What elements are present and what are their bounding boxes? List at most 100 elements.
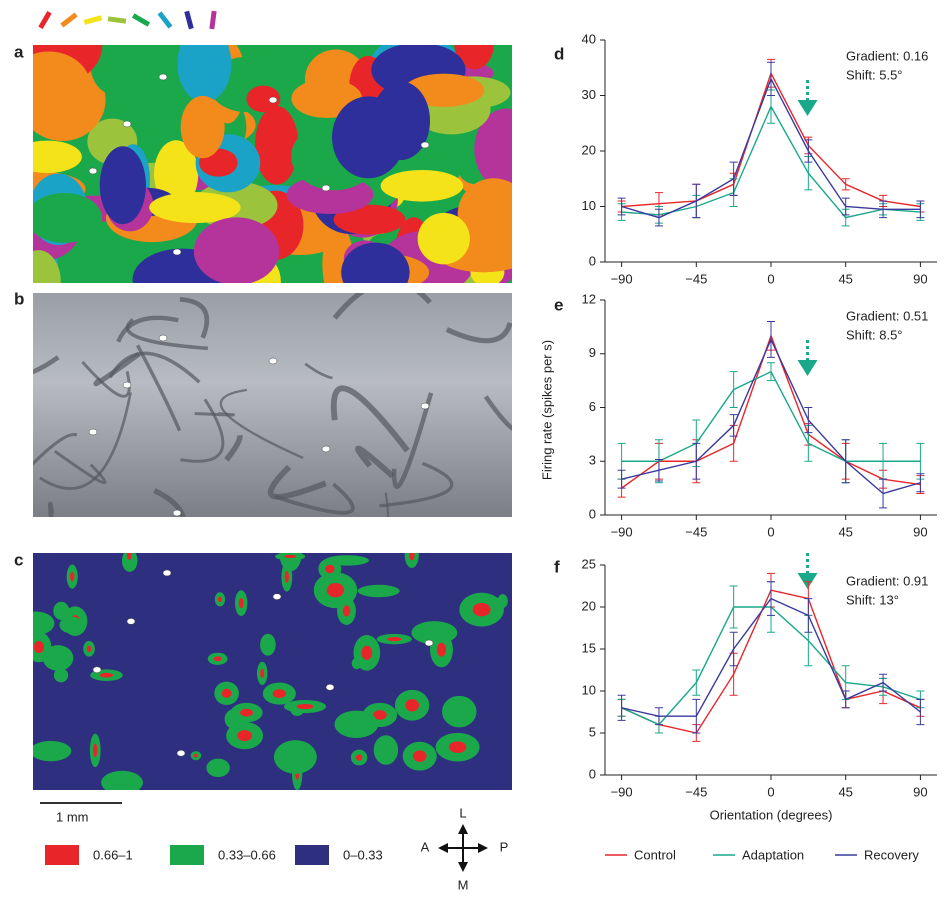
map-patch bbox=[498, 594, 508, 608]
shift-arrow-head bbox=[798, 100, 818, 116]
recording-site bbox=[326, 684, 334, 690]
map-patch bbox=[260, 634, 276, 656]
x-tick-label: 90 bbox=[913, 271, 927, 286]
map-patch bbox=[297, 704, 314, 709]
map-patch bbox=[343, 605, 351, 616]
map-patch bbox=[70, 572, 74, 582]
orientation-key bbox=[108, 19, 126, 21]
error-bar bbox=[692, 670, 700, 695]
map-patch bbox=[100, 673, 113, 678]
error-bar bbox=[730, 372, 738, 408]
map-patch bbox=[239, 598, 244, 608]
map-patch bbox=[327, 583, 344, 597]
y-tick-label: 20 bbox=[582, 142, 596, 157]
panel-label: d bbox=[554, 44, 564, 63]
y-tick-label: 0 bbox=[589, 506, 596, 521]
orientation-key bbox=[62, 15, 76, 26]
x-tick-label: 0 bbox=[767, 784, 774, 799]
compass-label: A bbox=[421, 839, 430, 854]
map-patch bbox=[218, 597, 222, 603]
map-patch bbox=[127, 549, 132, 560]
y-tick-label: 25 bbox=[582, 556, 596, 571]
map-patch bbox=[372, 81, 430, 159]
compass-label: P bbox=[500, 839, 509, 854]
panel-label: c bbox=[14, 550, 23, 569]
orientation-key bbox=[212, 11, 214, 29]
map-patch bbox=[255, 106, 299, 185]
orientation-key bbox=[187, 11, 192, 28]
recording-site bbox=[421, 403, 429, 409]
panel-label: b bbox=[14, 289, 24, 308]
map-patch bbox=[34, 641, 44, 653]
recording-site bbox=[177, 750, 185, 756]
x-tick-label: −45 bbox=[685, 524, 707, 539]
map-patch bbox=[206, 759, 229, 777]
selectivity-map bbox=[17, 536, 512, 794]
y-tick-label: 15 bbox=[582, 640, 596, 655]
y-tick-label: 6 bbox=[589, 399, 596, 414]
map-patch bbox=[53, 602, 69, 620]
recording-site bbox=[425, 640, 433, 646]
orientation-key bbox=[41, 12, 50, 28]
map-patch bbox=[27, 193, 102, 243]
map-patch bbox=[334, 711, 378, 738]
recording-site bbox=[159, 335, 167, 341]
map-patch bbox=[194, 754, 198, 758]
annotation: Shift: 13° bbox=[846, 592, 899, 607]
y-tick-label: 5 bbox=[589, 724, 596, 739]
recording-site bbox=[173, 510, 181, 516]
x-tick-label: −45 bbox=[685, 784, 707, 799]
recording-site bbox=[163, 570, 171, 576]
recording-site bbox=[159, 74, 167, 80]
map-patch bbox=[93, 744, 97, 757]
recording-site bbox=[322, 446, 330, 452]
y-tick-label: 30 bbox=[582, 87, 596, 102]
map-patch bbox=[356, 754, 363, 760]
compass-label: M bbox=[458, 877, 469, 892]
vessel-image bbox=[0, 282, 523, 592]
recording-site bbox=[269, 97, 277, 103]
map-patch bbox=[273, 689, 286, 698]
annotation: Gradient: 0.51 bbox=[846, 308, 928, 323]
compass-label: L bbox=[459, 805, 466, 820]
map-patch bbox=[361, 646, 372, 660]
map-patch bbox=[214, 656, 222, 661]
y-tick-label: 0 bbox=[589, 766, 596, 781]
map-patch bbox=[352, 658, 362, 669]
orientation-map bbox=[0, 7, 538, 316]
y-tick-label: 40 bbox=[582, 31, 596, 46]
error-bar bbox=[916, 474, 924, 492]
x-tick-label: −45 bbox=[685, 271, 707, 286]
legend-swatch bbox=[170, 845, 204, 865]
map-patch bbox=[87, 646, 92, 652]
annotation: Shift: 5.5° bbox=[846, 67, 903, 82]
x-tick-label: −90 bbox=[611, 784, 633, 799]
map-patch bbox=[237, 730, 252, 741]
x-tick-label: 90 bbox=[913, 784, 927, 799]
scale-bar-label: 1 mm bbox=[56, 809, 89, 824]
maps: 0.66–10.33–0.660–0.33 bbox=[0, 7, 538, 865]
map-patch bbox=[449, 741, 467, 752]
map-patch bbox=[17, 611, 54, 635]
panel-label: e bbox=[554, 295, 563, 314]
x-tick-label: −90 bbox=[611, 271, 633, 286]
map-patch bbox=[358, 585, 400, 597]
map-patch bbox=[7, 51, 90, 120]
y-tick-label: 10 bbox=[582, 198, 596, 213]
y-tick-label: 0 bbox=[589, 253, 596, 268]
recording-site bbox=[93, 667, 101, 673]
y-tick-label: 9 bbox=[589, 345, 596, 360]
legend-label: 0.33–0.66 bbox=[218, 847, 276, 862]
x-tick-label: −90 bbox=[611, 524, 633, 539]
x-tick-label: 90 bbox=[913, 524, 927, 539]
map-patch bbox=[473, 603, 491, 617]
y-tick-label: 12 bbox=[582, 291, 596, 306]
map-patch bbox=[387, 637, 401, 641]
legend-label: 0.66–1 bbox=[93, 847, 133, 862]
map-patch bbox=[374, 735, 398, 765]
map-patch bbox=[325, 565, 334, 574]
annotation: Gradient: 0.91 bbox=[846, 573, 928, 588]
panel-label: f bbox=[554, 557, 560, 576]
map-patch bbox=[13, 141, 82, 173]
map-patch bbox=[100, 146, 146, 224]
